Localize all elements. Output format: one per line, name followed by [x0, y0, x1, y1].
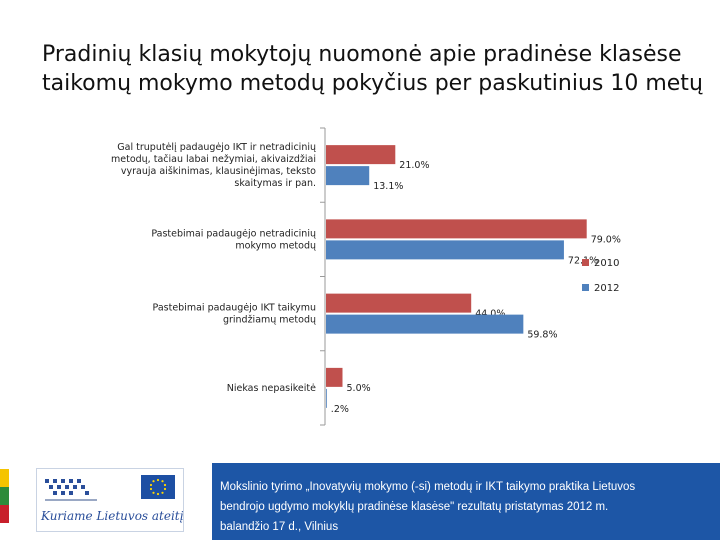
bar-2012	[326, 240, 564, 260]
category-label: Pastebimai padaugėjo IKT taikymu grindžia…	[153, 303, 316, 326]
slide-title-line-1: Pradinių klasių mokytojų nuomonė apie pr…	[42, 42, 682, 67]
project-logo: Kuriame Lietuvos ateitį	[36, 468, 184, 532]
footer-caption-line-1: Mokslinio tyrimo „Inovatyvių mokymo (-si…	[220, 481, 636, 493]
footer-caption-line-3: balandžio 17 d., Vilnius	[220, 521, 339, 533]
data-label-2012: .2%	[331, 404, 349, 415]
flag-stripe-green	[0, 487, 9, 505]
bar-2010	[326, 219, 587, 239]
category-label-line: Gal truputėlį padaugėjo IKT ir netradici…	[117, 142, 316, 153]
footer	[0, 463, 720, 540]
category-label-line: metodų, tačiau labai nežymiai, akivaizdž…	[111, 154, 316, 165]
flag-stripe-yellow	[0, 469, 9, 487]
legend-swatch-2010	[582, 259, 589, 266]
eu-flag-icon	[141, 475, 175, 499]
bar-2010	[326, 367, 343, 387]
data-label-2010: 5.0%	[347, 383, 371, 394]
slide-title-line-2: taikomų mokymo metodų pokyčius per pasku…	[42, 71, 703, 96]
category-label: Pastebimai padaugėjo netradicinių mokymo …	[151, 228, 316, 251]
bar-2012	[326, 314, 524, 334]
bar-chart: Gal truputėlį padaugėjo IKT ir netradici…	[111, 127, 621, 426]
slide-title: Pradinių klasių mokytojų nuomonė apie pr…	[42, 40, 703, 98]
footer-caption: Mokslinio tyrimo „Inovatyvių mokymo (-si…	[220, 477, 716, 537]
category-label-line: Pastebimai padaugėjo netradicinių	[151, 228, 316, 239]
data-label-2012: 13.1%	[373, 181, 403, 192]
data-label-2010: 44.0%	[475, 309, 505, 320]
data-label-2012: 59.8%	[527, 330, 557, 341]
footer-caption-panel: Mokslinio tyrimo „Inovatyvių mokymo (-si…	[212, 463, 720, 540]
bar-2010	[326, 293, 472, 313]
bar-2012	[326, 166, 370, 186]
category-label: Gal truputėlį padaugėjo IKT ir netradici…	[111, 142, 316, 189]
category-label-line: skaitymas ir pan.	[234, 178, 316, 189]
legend-label-2010: 2010	[594, 258, 619, 269]
flag-stripe-red	[0, 505, 9, 523]
legend-label-2012: 2012	[594, 283, 619, 294]
category-label-line: vyrauja aiškinimas, klausinėjimas, tekst…	[121, 166, 316, 177]
category-label-line: Pastebimai padaugėjo IKT taikymu	[153, 303, 316, 314]
category-label-line: grindžiamų metodų	[223, 315, 316, 326]
footer-caption-line-2: bendrojo ugdymo mokyklų pradinėse klasės…	[220, 501, 609, 513]
data-label-2010: 21.0%	[399, 160, 429, 171]
bar-2012	[326, 388, 327, 408]
network-logo-icon	[45, 479, 97, 501]
category-label-line: Niekas nepasikeitė	[227, 383, 316, 394]
data-label-2010: 79.0%	[591, 234, 621, 245]
category-label-line: mokymo metodų	[235, 240, 316, 251]
logo-slogan: Kuriame Lietuvos ateitį	[41, 509, 184, 523]
category-label: Niekas nepasikeitė	[227, 383, 316, 394]
bar-2010	[326, 145, 396, 165]
legend-swatch-2012	[582, 284, 589, 291]
